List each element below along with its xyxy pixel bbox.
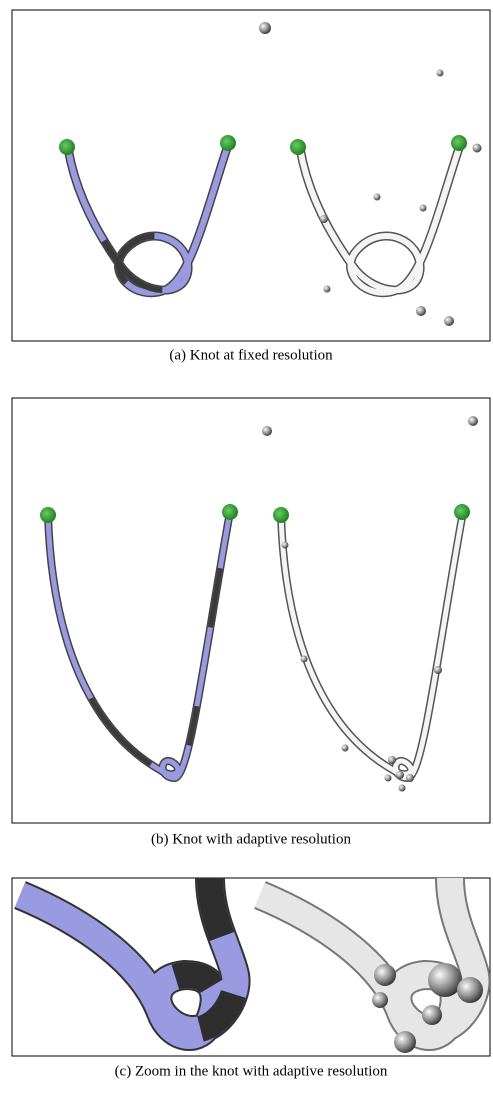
- caption: (a) Knot at fixed resolution: [169, 347, 333, 363]
- figure-page: (a) Knot at fixed resolution (b) Knot wi…: [0, 0, 493, 1094]
- caption: (c) Zoom in the knot with adaptive resol…: [115, 1063, 388, 1079]
- figure: (a) Knot at fixed resolution (b) Knot wi…: [0, 0, 493, 1094]
- caption: (b) Knot with adaptive resolution: [151, 831, 351, 847]
- panel-frame: [12, 10, 490, 341]
